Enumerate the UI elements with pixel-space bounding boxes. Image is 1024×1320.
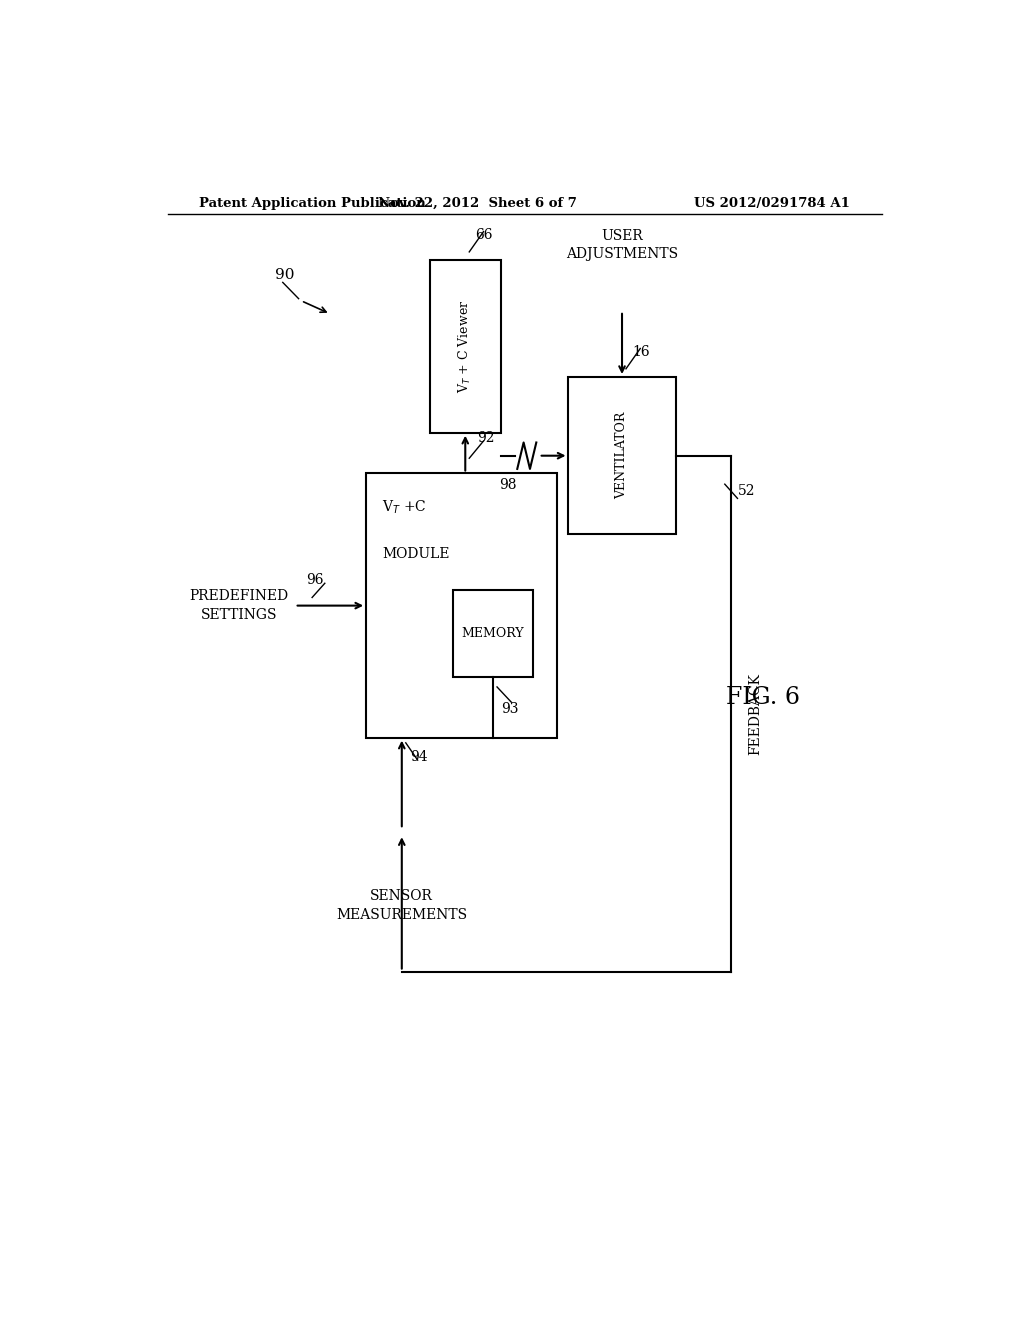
Text: MEMORY: MEMORY (462, 627, 524, 640)
Text: SENSOR
MEASUREMENTS: SENSOR MEASUREMENTS (336, 890, 467, 921)
Text: US 2012/0291784 A1: US 2012/0291784 A1 (694, 197, 850, 210)
Text: FIG. 6: FIG. 6 (726, 685, 800, 709)
Bar (454, 590, 532, 677)
Text: 92: 92 (477, 432, 495, 445)
Text: V$_T$ + C Viewer: V$_T$ + C Viewer (458, 300, 473, 393)
Text: Patent Application Publication: Patent Application Publication (200, 197, 426, 210)
Text: USER
ADJUSTMENTS: USER ADJUSTMENTS (566, 228, 678, 261)
Text: 90: 90 (274, 268, 294, 282)
Text: MODULE: MODULE (382, 546, 450, 561)
Text: 66: 66 (475, 228, 494, 242)
Text: 93: 93 (501, 702, 518, 717)
Bar (568, 378, 676, 535)
Text: V$_T$ +C: V$_T$ +C (382, 499, 426, 516)
Text: PREDEFINED
SETTINGS: PREDEFINED SETTINGS (189, 590, 289, 622)
Bar (430, 260, 501, 433)
Text: 52: 52 (737, 484, 755, 498)
Bar (367, 474, 557, 738)
Text: 98: 98 (499, 478, 516, 492)
Text: FEEDBACK: FEEDBACK (748, 673, 762, 755)
Text: 96: 96 (306, 573, 324, 587)
Text: Nov. 22, 2012  Sheet 6 of 7: Nov. 22, 2012 Sheet 6 of 7 (378, 197, 577, 210)
Text: VENTILATOR: VENTILATOR (615, 412, 629, 499)
Text: 16: 16 (633, 345, 650, 359)
Text: 94: 94 (410, 750, 427, 764)
